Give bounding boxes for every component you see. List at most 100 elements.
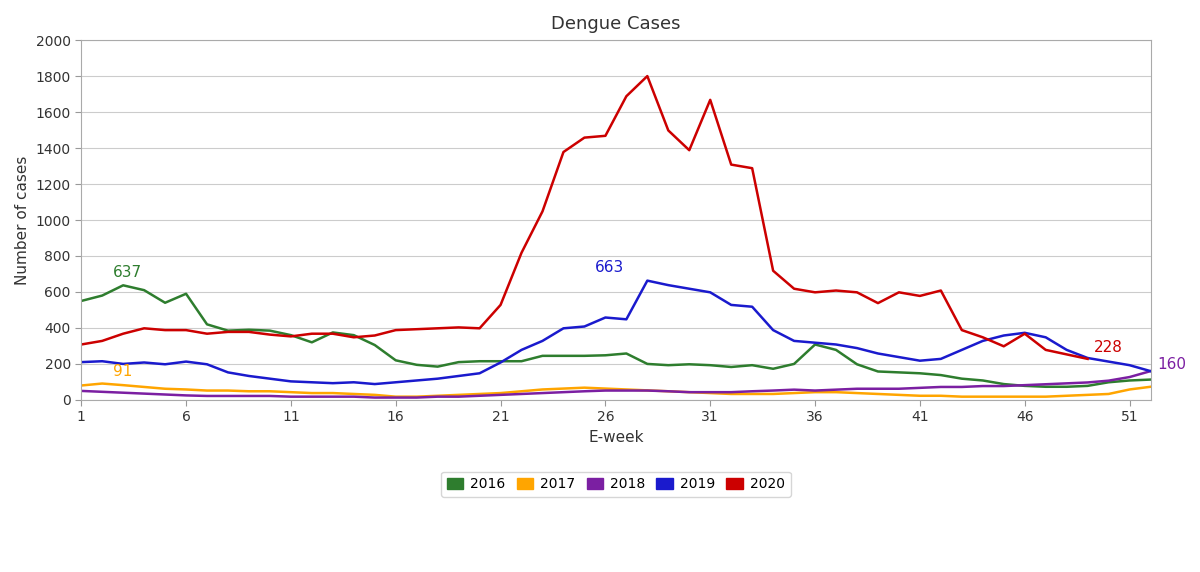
2016: [74, 297, 89, 304]
2020: [934, 287, 948, 294]
2020: [829, 287, 844, 294]
2020: [431, 325, 445, 332]
2016: [787, 360, 802, 367]
2017: [619, 386, 634, 393]
X-axis label: E-week: E-week: [588, 430, 643, 445]
2020: [367, 332, 382, 339]
2019: [74, 359, 89, 366]
2018: [158, 391, 173, 398]
2018: [1080, 379, 1094, 386]
2019: [1144, 368, 1158, 375]
2016: [598, 352, 612, 359]
2020: [724, 161, 738, 168]
2019: [808, 339, 822, 346]
2018: [787, 386, 802, 393]
2020: [766, 267, 780, 274]
2016: [179, 291, 193, 297]
2019: [158, 361, 173, 368]
Text: 91: 91: [113, 364, 132, 379]
Y-axis label: Number of cases: Number of cases: [14, 156, 30, 285]
2020: [200, 330, 215, 337]
2020: [808, 289, 822, 296]
2017: [95, 380, 109, 387]
2020: [116, 330, 131, 337]
2020: [850, 289, 864, 296]
2017: [808, 389, 822, 396]
2020: [305, 330, 319, 337]
2020: [955, 327, 970, 333]
Text: 663: 663: [595, 260, 624, 275]
2020: [996, 343, 1010, 349]
2017: [493, 390, 508, 396]
2019: [682, 285, 696, 292]
2017: [389, 393, 403, 400]
2017: [766, 391, 780, 398]
2020: [598, 132, 612, 139]
2019: [640, 277, 654, 284]
2020: [787, 285, 802, 292]
2020: [640, 73, 654, 80]
2020: [389, 327, 403, 333]
2018: [598, 387, 612, 394]
2018: [473, 392, 487, 399]
2016: [661, 362, 676, 368]
2020: [577, 134, 592, 141]
2020: [179, 327, 193, 333]
2017: [74, 382, 89, 389]
2019: [598, 314, 612, 321]
2018: [367, 394, 382, 401]
2016: [745, 362, 760, 368]
2020: [283, 333, 298, 340]
2017: [682, 389, 696, 396]
2020: [745, 165, 760, 172]
2017: [1144, 383, 1158, 390]
2020: [158, 327, 173, 333]
Text: 160: 160: [1157, 357, 1186, 372]
2020: [535, 208, 550, 215]
2020: [661, 127, 676, 134]
2020: [325, 330, 340, 337]
2020: [409, 326, 424, 333]
Line: 2019: 2019: [82, 281, 1151, 384]
2020: [347, 334, 361, 341]
Title: Dengue Cases: Dengue Cases: [551, 15, 680, 33]
Line: 2016: 2016: [82, 285, 1151, 387]
2020: [515, 249, 529, 256]
2016: [1038, 383, 1052, 390]
2020: [221, 328, 235, 335]
2018: [745, 388, 760, 395]
2020: [1038, 347, 1052, 353]
Text: 228: 228: [1094, 340, 1123, 355]
2020: [95, 337, 109, 344]
2020: [1080, 355, 1094, 362]
2020: [682, 147, 696, 154]
2016: [116, 282, 131, 289]
2019: [766, 327, 780, 333]
2020: [913, 292, 928, 299]
2018: [74, 387, 89, 394]
2020: [493, 301, 508, 308]
2020: [1060, 351, 1074, 358]
2019: [473, 370, 487, 377]
2020: [619, 93, 634, 100]
2019: [367, 380, 382, 387]
2020: [473, 325, 487, 332]
Line: 2020: 2020: [82, 76, 1087, 359]
Line: 2017: 2017: [82, 384, 1151, 396]
2020: [892, 289, 906, 296]
2020: [74, 341, 89, 348]
2020: [976, 334, 990, 341]
2020: [1018, 330, 1032, 337]
Legend: 2016, 2017, 2018, 2019, 2020: 2016, 2017, 2018, 2019, 2020: [442, 471, 791, 496]
2020: [263, 331, 277, 338]
2020: [137, 325, 151, 332]
2020: [557, 149, 571, 156]
2020: [241, 328, 256, 335]
2020: [451, 324, 466, 331]
Line: 2018: 2018: [82, 371, 1151, 398]
2020: [703, 97, 718, 104]
2017: [179, 386, 193, 393]
2020: [871, 300, 886, 307]
2016: [1144, 376, 1158, 383]
2018: [1144, 368, 1158, 375]
